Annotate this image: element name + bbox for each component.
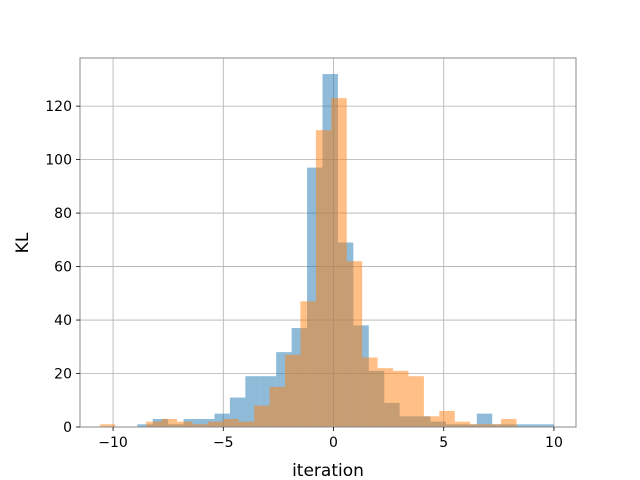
histogram-bar xyxy=(362,357,378,427)
histogram-bar xyxy=(485,424,502,427)
y-tick-label: 60 xyxy=(54,260,72,276)
histogram-bar xyxy=(331,98,347,427)
histogram-bar xyxy=(254,405,270,427)
histogram-bars xyxy=(99,74,554,427)
histogram-bar xyxy=(161,418,177,427)
histogram-bar xyxy=(476,413,493,427)
histogram-bar xyxy=(99,424,116,427)
x-axis-label: iteration xyxy=(292,461,364,480)
x-tick-label: −5 xyxy=(213,435,234,451)
histogram-bar xyxy=(501,418,517,427)
y-tick-label: 0 xyxy=(63,420,72,436)
histogram-bar xyxy=(192,424,208,427)
histogram-bar xyxy=(393,370,409,427)
histogram-bar xyxy=(269,386,286,427)
histogram-bar xyxy=(470,424,486,427)
histogram-bar xyxy=(439,410,455,427)
x-tick-label: 5 xyxy=(439,435,448,451)
x-tick-label: 0 xyxy=(329,435,338,451)
histogram-bar xyxy=(423,416,440,427)
y-tick-label: 120 xyxy=(45,99,72,115)
y-axis-label: KL xyxy=(13,232,33,253)
histogram-bar xyxy=(523,424,539,427)
histogram-bar xyxy=(315,130,332,427)
histogram-bar xyxy=(285,354,301,427)
histogram-bar xyxy=(238,421,255,427)
histogram-bar xyxy=(207,421,224,427)
histogram-bar xyxy=(223,418,239,427)
histogram-bar xyxy=(346,261,363,427)
y-tick-label: 40 xyxy=(54,313,72,329)
y-tick-label: 80 xyxy=(54,206,72,222)
histogram-bar xyxy=(538,424,554,427)
histogram-bar xyxy=(146,421,162,427)
histogram-bar xyxy=(377,368,394,427)
x-tick-label: 10 xyxy=(545,435,563,451)
y-tick-label: 100 xyxy=(45,153,72,169)
x-tick-label: −10 xyxy=(98,435,128,451)
histogram-bar xyxy=(176,421,193,427)
series-2-bars xyxy=(99,98,517,427)
histogram-bar xyxy=(300,301,316,427)
histogram-bar xyxy=(454,421,471,427)
plot-frame xyxy=(79,57,577,428)
y-tick-label: 20 xyxy=(54,367,72,383)
histogram-bar xyxy=(408,376,424,427)
histogram-bar xyxy=(137,424,153,427)
histogram-bar xyxy=(199,418,215,427)
